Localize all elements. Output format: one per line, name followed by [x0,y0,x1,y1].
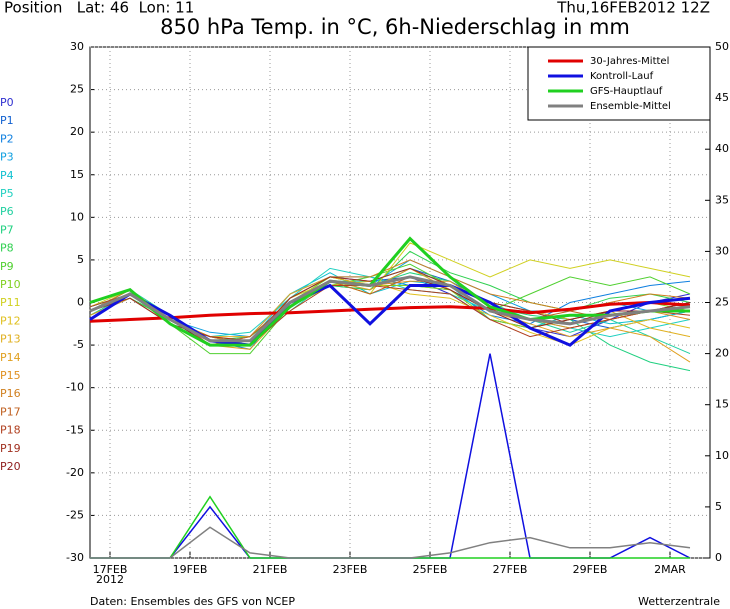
member-label: P11 [0,296,21,309]
legend-label: 30-Jahres-Mittel [590,56,669,67]
x-tick-label: 25FEB [413,563,448,576]
member-line [89,263,691,355]
y-tick-label: -5 [73,338,84,351]
y-tick-label: 10 [70,210,84,223]
member-label: P15 [0,369,21,382]
y2-tick-label: 5 [715,500,722,513]
year-label: 2012 [96,573,124,586]
footer-left: Daten: Ensembles des GFS von NCEP [90,595,295,608]
member-label: P16 [0,387,21,400]
x-tick-label: 21FEB [253,563,288,576]
member-label: P0 [0,96,14,109]
y2-tick-label: 40 [715,142,729,155]
y2-tick-label: 15 [715,398,729,411]
member-label: P4 [0,169,14,182]
member-label: P10 [0,278,21,291]
y-tick-label: 5 [77,253,84,266]
chart-title: 850 hPa Temp. in °C, 6h-Niederschlag in … [160,15,630,39]
member-label: P18 [0,424,21,437]
member-label: P7 [0,223,14,236]
y-tick-label: -20 [66,466,84,479]
member-label: P19 [0,442,21,455]
member-label: P14 [0,351,21,364]
x-tick-label: 17FEB [93,563,128,576]
x-tick-label: 19FEB [173,563,208,576]
y-tick-label: 15 [70,168,84,181]
y2-tick-label: 10 [715,449,729,462]
y-tick-label: 25 [70,83,84,96]
member-label: P3 [0,151,14,164]
series-line [89,283,691,347]
x-tick-label: 2MAR [654,563,686,576]
series-line [89,236,690,347]
member-label: P2 [0,132,14,145]
member-label: P5 [0,187,14,200]
legend-box [527,46,711,121]
footer-right: Wetterzentrale [638,595,720,608]
y-tick-label: 30 [70,40,84,53]
y-tick-label: -10 [66,381,84,394]
member-label: P6 [0,205,14,218]
member-label: P20 [0,460,21,473]
header-right: Thu,16FEB2012 12Z [556,0,710,17]
series-line [89,300,691,323]
member-label: P12 [0,314,21,327]
y-tick-label: -15 [66,423,84,436]
precip-line [90,526,691,559]
precip-line [90,495,690,559]
y-tick-label: -30 [66,551,84,564]
y2-tick-label: 20 [715,347,729,360]
member-label: P8 [0,242,14,255]
x-tick-label: 23FEB [333,563,368,576]
precip-line [90,353,691,559]
y2-tick-label: 0 [715,551,722,564]
y-tick-label: 0 [77,296,84,309]
series-line [89,275,691,343]
legend-label: Kontroll-Lauf [590,71,654,82]
y2-tick-label: 45 [715,91,729,104]
y2-tick-label: 35 [715,193,729,206]
legend-label: Ensemble-Mittel [590,101,671,112]
legend-label: GFS-Hauptlauf [590,86,663,97]
y2-tick-label: 50 [715,40,729,53]
y2-tick-label: 30 [715,244,729,257]
member-label: P13 [0,333,21,346]
member-label: P17 [0,405,21,418]
x-tick-label: 29FEB [573,563,608,576]
x-tick-label: 27FEB [493,563,528,576]
y-tick-label: 20 [70,125,84,138]
y2-tick-label: 25 [715,296,729,309]
member-label: P9 [0,260,14,273]
member-label: P1 [0,114,14,127]
header-left: Position Lat: 46 Lon: 11 [4,0,194,17]
y-tick-label: -25 [66,508,84,521]
